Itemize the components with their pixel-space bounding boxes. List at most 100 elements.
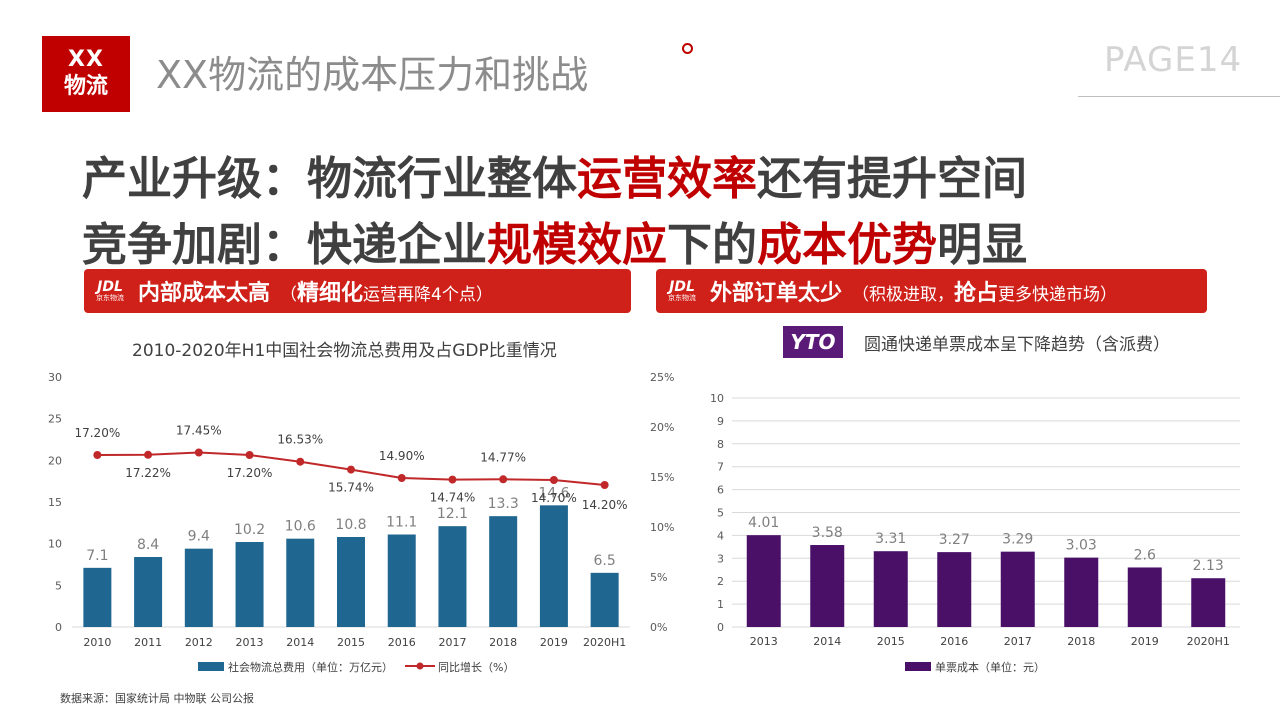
- banner-right-open: （积极进取，: [852, 285, 955, 305]
- y-left-tick-label: 15: [48, 496, 62, 509]
- x-tick-label: 2020H1: [1187, 635, 1230, 648]
- bar-value-label: 6.5: [594, 553, 616, 569]
- bar-value-label: 3.27: [939, 532, 970, 548]
- x-tick-label: 2016: [388, 636, 416, 649]
- y-left-tick-label: 5: [55, 579, 62, 592]
- headline2-middle: 下的: [667, 218, 758, 271]
- bar: [539, 505, 568, 627]
- x-tick-label: 2016: [940, 635, 968, 648]
- bar: [438, 526, 467, 627]
- growth-point: [397, 474, 406, 482]
- x-tick-label: 2015: [877, 635, 905, 648]
- bar-value-label: 3.29: [1002, 532, 1033, 548]
- title-dot-icon: [682, 43, 693, 54]
- x-tick-label: 2011: [134, 636, 162, 649]
- x-tick-label: 2019: [540, 636, 568, 649]
- page-number: PAGE14: [1104, 40, 1243, 80]
- y-right-tick-label: 0%: [650, 621, 667, 634]
- banner-right-rest: 更多快递市场）: [998, 285, 1118, 305]
- banner-left-sub: （精细化运营再降4个点）: [280, 275, 493, 307]
- x-tick-label: 2018: [489, 636, 517, 649]
- data-source: 数据来源：国家统计局 中物联 公司公报: [60, 692, 254, 705]
- growth-point: [549, 476, 558, 484]
- banner-left-bold: 精细化: [297, 281, 364, 306]
- growth-point: [296, 457, 305, 466]
- growth-value-label: 17.20%: [227, 466, 273, 480]
- legend-bar-label: 单票成本（单位：元）: [935, 660, 1045, 674]
- growth-value-label: 14.70%: [531, 491, 577, 505]
- banner-left-open: （: [280, 285, 298, 305]
- bar: [83, 567, 112, 627]
- banner-internal-cost: JDL 京东物流 内部成本太高 （精细化运营再降4个点）: [84, 269, 631, 313]
- bar-value-label: 3.31: [875, 531, 906, 547]
- bar-value-label: 7.1: [86, 548, 108, 564]
- x-tick-label: 2012: [185, 636, 213, 649]
- x-tick-label: 2017: [438, 636, 466, 649]
- growth-value-label: 17.45%: [176, 424, 222, 438]
- banner-left-rest: 运营再降4个点）: [363, 285, 493, 305]
- y-tick-label: 10: [710, 392, 724, 405]
- bar: [184, 548, 213, 627]
- y-tick-label: 9: [717, 415, 724, 428]
- y-right-tick-label: 5%: [650, 571, 667, 584]
- bar-value-label: 13.3: [488, 496, 519, 512]
- headline2-highlight1: 规模效应: [487, 218, 668, 271]
- logo-line1: XX: [68, 47, 104, 72]
- bar: [286, 538, 315, 627]
- legend-bar-swatch: [905, 662, 931, 671]
- y-right-tick-label: 25%: [650, 371, 674, 384]
- y-tick-label: 6: [717, 484, 724, 497]
- bar: [134, 557, 163, 627]
- bar: [873, 551, 908, 627]
- x-tick-label: 2015: [337, 636, 365, 649]
- bar-value-label: 10.8: [335, 517, 366, 533]
- x-tick-label: 2018: [1067, 635, 1095, 648]
- jdl-logo-big: JDL: [97, 278, 123, 295]
- y-tick-label: 4: [717, 529, 724, 542]
- x-tick-label: 2017: [1004, 635, 1032, 648]
- jdl-logo-big: JDL: [669, 278, 695, 295]
- bar-value-label: 12.1: [437, 506, 468, 522]
- y-left-tick-label: 25: [48, 413, 62, 426]
- legend-bar-swatch: [198, 662, 224, 671]
- bar-value-label: 2.13: [1193, 558, 1224, 574]
- headline-line2: 竞争加剧：快递企业规模效应下的成本优势明显: [82, 208, 1027, 273]
- banner-external-orders: JDL 京东物流 外部订单太少 （积极进取，抢占更多快递市场）: [656, 269, 1207, 313]
- bar: [489, 516, 518, 627]
- legend-line-label: 同比增长（%）: [438, 660, 514, 674]
- y-tick-label: 8: [717, 438, 724, 451]
- bar-value-label: 11.1: [386, 515, 417, 531]
- y-left-tick-label: 30: [48, 371, 62, 384]
- legend-bar-label: 社会物流总费用（单位：万亿元）: [228, 660, 393, 674]
- page-divider: [1078, 96, 1280, 97]
- headline-line1: 产业升级：物流行业整体运营效率还有提升空间: [82, 142, 1027, 207]
- growth-point: [347, 465, 355, 474]
- x-tick-label: 2010: [83, 636, 111, 649]
- x-tick-label: 2014: [813, 635, 841, 648]
- company-logo: XX 物流: [42, 36, 130, 112]
- banner-left-main: 内部成本太高: [138, 281, 271, 306]
- growth-point: [93, 451, 102, 459]
- bar: [1127, 567, 1162, 627]
- growth-point: [600, 481, 609, 489]
- growth-point: [448, 475, 457, 484]
- bar-value-label: 10.6: [285, 519, 316, 535]
- yto-logo-icon: YTO: [783, 326, 843, 358]
- growth-point: [194, 448, 203, 457]
- bar-value-label: 14.6: [538, 485, 569, 501]
- headline2-suffix: 明显: [937, 218, 1028, 271]
- legend-line-marker: [416, 662, 424, 670]
- y-tick-label: 0: [717, 621, 724, 634]
- x-tick-label: 2020H1: [583, 636, 626, 649]
- bar-value-label: 3.03: [1066, 538, 1097, 554]
- y-tick-label: 2: [717, 575, 724, 588]
- bar: [937, 552, 972, 627]
- y-tick-label: 3: [717, 552, 724, 565]
- logo-line2: 物流: [63, 74, 108, 99]
- growth-value-label: 14.74%: [430, 491, 476, 505]
- y-left-tick-label: 0: [55, 621, 62, 634]
- y-tick-label: 5: [717, 507, 724, 520]
- bar: [746, 535, 781, 627]
- bar-value-label: 4.01: [748, 515, 779, 531]
- growth-value-label: 15.74%: [328, 481, 374, 495]
